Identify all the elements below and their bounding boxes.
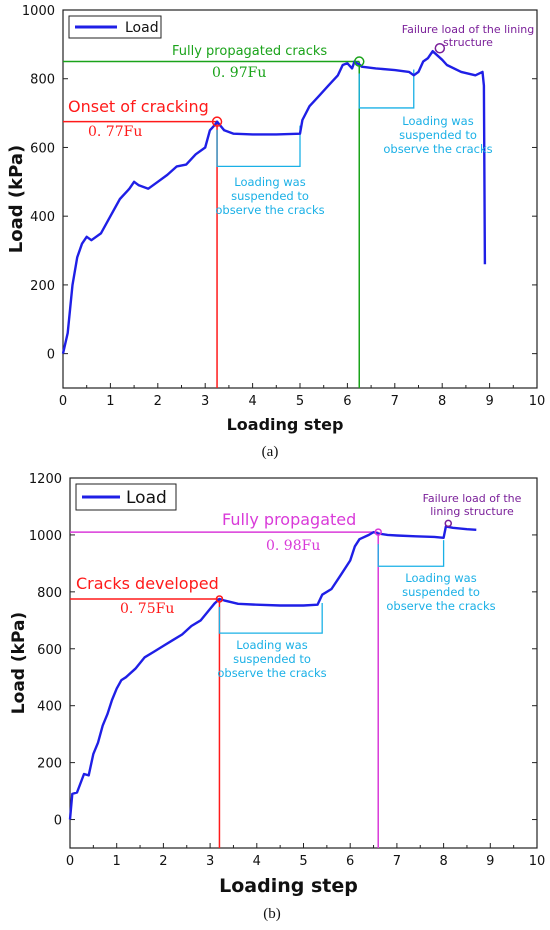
x-tick-label: 0 [66, 854, 74, 869]
suspension-bracket [218, 602, 323, 634]
x-tick-label: 1 [113, 854, 121, 869]
x-tick-label: 9 [486, 854, 494, 869]
y-tick-label: 600 [37, 643, 62, 658]
y-tick-label: 0 [54, 814, 62, 829]
x-tick-label: 1 [106, 394, 114, 409]
panel-label-a: (a) [262, 444, 279, 460]
x-axis-title: Loading step [227, 415, 344, 434]
x-axis-title: Loading step [219, 875, 358, 897]
y-tick-label: 1000 [29, 529, 62, 544]
annotation-label-full: Fully propagated cracks [172, 44, 327, 59]
annotation-label-suspend-1: Loading was suspended to observe the crack… [215, 175, 324, 217]
annotation-label-suspend-2: Loading was suspended to observe the crack… [383, 114, 492, 156]
x-tick-label: 0 [59, 394, 67, 409]
panel-label-b: (b) [263, 906, 281, 922]
y-tick-label: 1200 [29, 472, 62, 487]
annotation-label-suspend-2: Loading was suspended to observe the crack… [386, 571, 495, 613]
annotation-ratio-onset: 0. 77Fu [88, 124, 142, 140]
y-tick-label: 800 [30, 73, 55, 88]
annotation-label-full: Fully propagated [222, 510, 356, 529]
chart-panel-b: 0 1 2 3 4 5 6 7 8 9 10 0 200 400 600 800 1000 1200 Loading… [9, 472, 545, 897]
chart-panel-a: 0 1 2 3 4 5 6 7 8 9 10 0 200 400 600 800 1000 Loading ste… [6, 4, 545, 434]
x-tick-label: 9 [485, 394, 493, 409]
suspension-bracket [377, 540, 445, 567]
y-tick-label: 400 [37, 700, 62, 715]
annotation-marker [354, 56, 365, 67]
y-axis-title: Load (kPa) [6, 145, 27, 253]
x-tick-label: 2 [159, 854, 167, 869]
x-tick-label: 7 [391, 394, 399, 409]
x-tick-label: 4 [253, 854, 261, 869]
x-tick-label: 3 [206, 854, 214, 869]
y-tick-label: 400 [30, 210, 55, 225]
x-tick-label: 8 [439, 854, 447, 869]
annotation-label-developed: Cracks developed [76, 574, 219, 593]
legend-label: Load [125, 20, 159, 36]
x-tick-label: 8 [438, 394, 446, 409]
x-tick-label: 5 [299, 854, 307, 869]
x-tick-label: 10 [529, 854, 546, 869]
suspension-bracket [216, 125, 301, 168]
y-axis-title: Load (kPa) [9, 612, 29, 714]
annotation-marker [444, 519, 453, 528]
annotation-label-failure: Failure load of the lining structure [402, 23, 534, 49]
annotation-marker [434, 42, 446, 54]
annotation-marker [211, 116, 223, 127]
annotation-marker [374, 528, 382, 536]
series-line-load [61, 50, 487, 354]
annotation-label-failure: Failure load of the lining structure [423, 492, 522, 518]
y-tick-label: 200 [37, 757, 62, 772]
y-tick-label: 600 [30, 141, 55, 156]
annotation-ratio-full: 0. 97Fu [212, 65, 266, 81]
y-tick-label: 0 [47, 348, 55, 363]
y-tick-label: 200 [30, 279, 55, 294]
legend-label: Load [126, 488, 167, 508]
y-tick-label: 800 [37, 586, 62, 601]
x-tick-label: 6 [343, 394, 351, 409]
annotation-marker [215, 595, 224, 603]
x-tick-label: 5 [296, 394, 304, 409]
x-tick-label: 4 [248, 394, 256, 409]
annotation-label-suspend-1: Loading was suspended to observe the crack… [217, 638, 326, 680]
x-tick-label: 2 [154, 394, 162, 409]
x-tick-label: 7 [393, 854, 401, 869]
x-tick-label: 10 [529, 394, 546, 409]
suspension-bracket [358, 69, 415, 109]
x-tick-label: 6 [346, 854, 354, 869]
annotation-ratio-developed: 0. 75Fu [120, 601, 174, 617]
annotation-ratio-full: 0. 98Fu [266, 538, 320, 554]
y-tick-label: 1000 [22, 4, 55, 19]
annotation-label-onset: Onset of cracking [68, 97, 209, 116]
x-tick-label: 3 [201, 394, 209, 409]
